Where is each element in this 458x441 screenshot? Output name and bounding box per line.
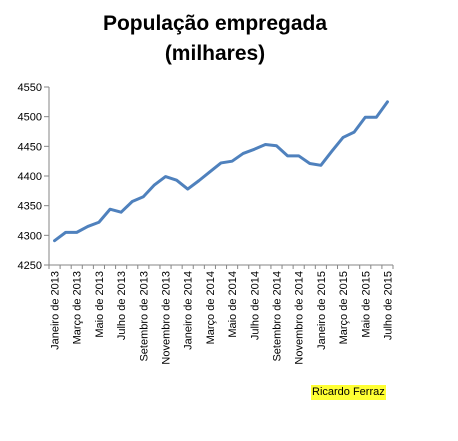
data-point [330,149,334,153]
data-point [341,136,345,139]
series-group [53,100,389,243]
series-line [53,100,389,243]
data-point [86,225,90,228]
x-tick-label: Setembro de 2013 [138,271,150,362]
data-point [142,195,145,198]
y-tick-label: 4250 [18,260,42,272]
x-tick-label: Maio de 2013 [94,271,106,338]
y-tick-label: 4350 [18,201,42,213]
data-point [364,116,367,119]
data-point [241,152,245,155]
x-tick-label: Março de 2013 [72,271,84,344]
data-point [153,183,156,187]
data-point [286,154,289,158]
x-tick-label: Janeiro de 2015 [316,271,328,350]
data-point [119,210,123,214]
axes [48,87,393,266]
chart-title-line-2: (milhares) [164,42,266,65]
data-point [75,231,78,234]
data-point [131,200,134,203]
data-point [53,239,56,242]
data-point [164,175,167,178]
data-point [352,130,356,134]
data-point [175,178,178,182]
x-tick-label: Novembro de 2014 [294,271,306,365]
data-point [197,179,201,182]
x-tick-label: Julho de 2014 [249,271,261,340]
data-point [64,231,67,234]
x-tick-label: Novembro de 2013 [161,271,173,365]
x-axis-ticks: Janeiro de 2013 Março de 2013 Maio de 2013… [48,265,394,365]
data-point [108,208,112,211]
data-point [297,154,300,158]
x-tick-label: Maio de 2015 [360,271,372,338]
data-point [219,161,223,165]
data-point [97,221,101,224]
chart-title-line-1: População empregada [102,12,328,35]
y-tick-label: 4400 [18,171,42,183]
data-point [319,164,323,167]
x-tick-label: Julho de 2015 [382,271,394,340]
x-tick-label: Setembro de 2014 [271,271,283,362]
y-axis-ticks: 4250 4300 4350 4400 4450 4500 4550 [18,82,49,272]
y-tick-label: 4550 [18,82,42,94]
data-point [230,159,234,163]
y-tick-label: 4300 [18,230,42,242]
data-point [275,144,278,147]
author-label: Ricardo Ferraz [311,385,386,400]
x-tick-label: Maio de 2014 [227,271,239,338]
x-tick-label: Janeiro de 2013 [50,271,62,350]
x-tick-label: Janeiro de 2014 [183,271,195,350]
x-tick-label: Março de 2014 [205,271,217,344]
x-tick-label: Março de 2015 [338,271,350,344]
data-point [375,116,378,119]
data-point [253,148,256,151]
x-tick-label: Julho de 2013 [116,271,128,340]
data-point [386,100,389,104]
y-tick-label: 4500 [18,112,42,124]
data-point [264,143,267,146]
data-point [308,162,311,165]
y-tick-label: 4450 [18,141,42,153]
data-point [186,187,189,191]
data-point [208,170,212,174]
